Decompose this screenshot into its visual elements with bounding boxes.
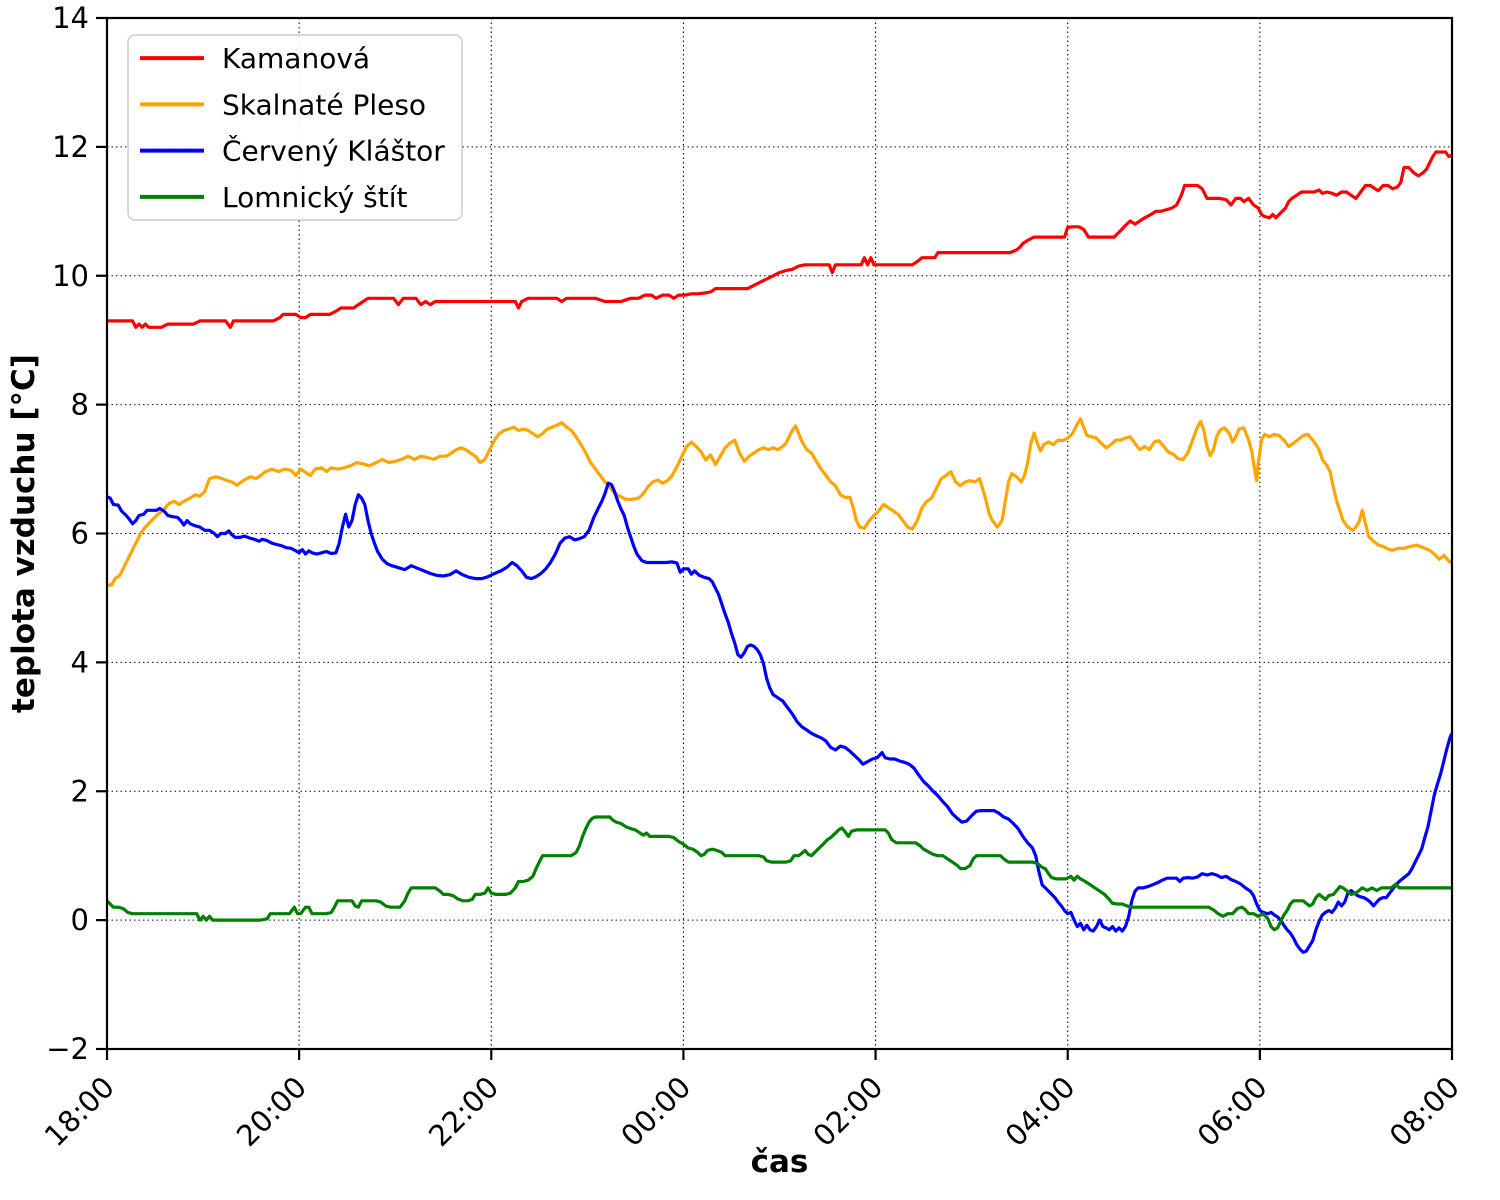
- legend-label-lomnicky-stit: Lomnický štít: [222, 181, 407, 214]
- series-line-lomnicky-stit: [105, 815, 1452, 932]
- y-tick-label: 10: [52, 259, 89, 293]
- y-tick-label: −2: [46, 1032, 89, 1066]
- legend-label-cerveny-klastor: Červený Kláštor: [222, 134, 445, 168]
- legend-label-skalnate-pleso: Skalnaté Pleso: [222, 88, 426, 121]
- y-tick-label: 2: [71, 774, 89, 808]
- series-line-cerveny-klastor: [106, 481, 1454, 954]
- y-tick-label: 4: [71, 645, 89, 679]
- y-tick-label: 0: [71, 903, 89, 937]
- series-line-skalnate-pleso: [107, 417, 1453, 587]
- y-tick-label: 8: [71, 388, 89, 422]
- y-axis-label: teplota vzduchu [°C]: [6, 354, 42, 713]
- x-axis-label: čas: [751, 1144, 809, 1180]
- y-tick-label: 6: [71, 517, 89, 551]
- y-tick-label: 14: [52, 1, 89, 35]
- legend-box: [127, 34, 463, 221]
- y-tick-label: 12: [52, 130, 89, 164]
- series-line-kamanova: [107, 150, 1453, 329]
- legend-label-kamanova: Kamanová: [222, 42, 370, 75]
